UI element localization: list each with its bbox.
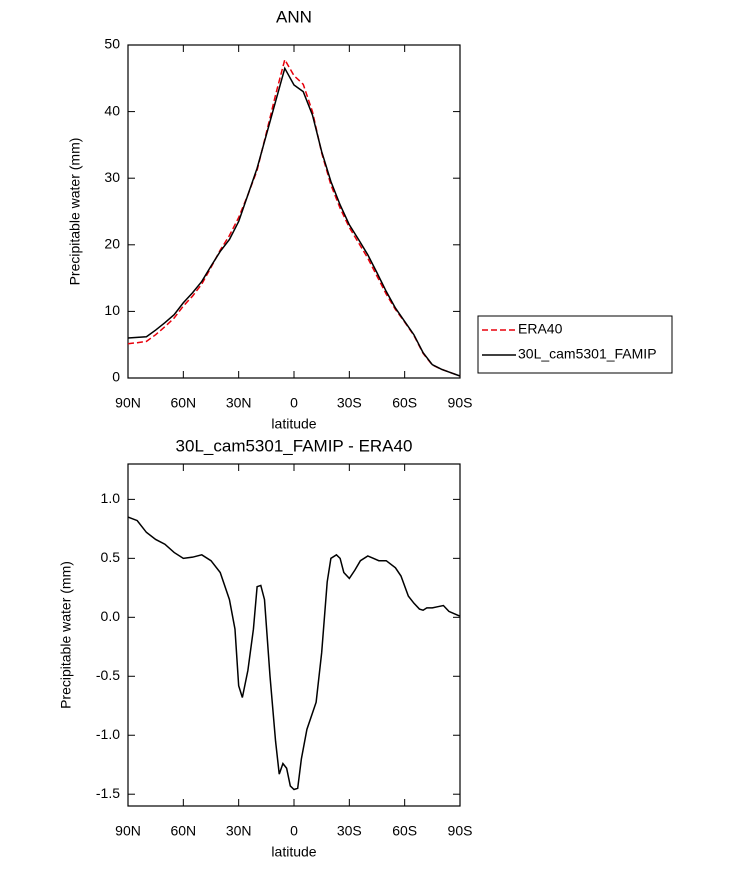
- y-tick-label: 0.0: [101, 608, 121, 624]
- x-axis-label: latitude: [271, 844, 316, 860]
- y-tick-label: 30: [104, 169, 120, 185]
- y-tick-label: -1.0: [96, 726, 120, 742]
- x-tick-label: 60S: [392, 395, 417, 411]
- x-tick-label: 30S: [337, 823, 362, 839]
- y-tick-label: 1.0: [101, 490, 121, 506]
- x-tick-label: 30S: [337, 395, 362, 411]
- y-tick-label: 20: [104, 236, 120, 252]
- legend-label: ERA40: [518, 321, 563, 337]
- x-tick-label: 30N: [226, 395, 252, 411]
- x-axis-label: latitude: [271, 416, 316, 432]
- legend-label: 30L_cam5301_FAMIP: [518, 346, 657, 362]
- x-tick-label: 0: [290, 395, 298, 411]
- x-tick-label: 90S: [448, 823, 473, 839]
- y-tick-label: -0.5: [96, 667, 120, 683]
- y-tick-label: 10: [104, 302, 120, 318]
- data-line: [127, 66, 461, 377]
- y-tick-label: 50: [104, 36, 120, 52]
- x-tick-label: 30N: [226, 823, 252, 839]
- plot-frame: [127, 44, 461, 379]
- x-tick-label: 90N: [115, 395, 141, 411]
- chart-title: ANN: [276, 7, 312, 26]
- plot-frame: [127, 463, 461, 807]
- legend-box: [477, 315, 673, 374]
- x-tick-label: 60S: [392, 823, 417, 839]
- x-tick-label: 90S: [448, 395, 473, 411]
- x-tick-label: 60N: [170, 395, 196, 411]
- y-tick-label: 40: [104, 102, 120, 118]
- y-tick-label: -1.5: [96, 785, 120, 801]
- x-tick-label: 0: [290, 823, 298, 839]
- y-axis-label: Precipitable water (mm): [67, 138, 83, 286]
- y-axis-label: Precipitable water (mm): [58, 561, 74, 709]
- y-tick-label: 0.5: [101, 549, 121, 565]
- chart-title: 30L_cam5301_FAMIP - ERA40: [176, 436, 413, 455]
- data-line: [127, 516, 461, 791]
- y-tick-label: 0: [112, 369, 120, 385]
- x-tick-label: 60N: [170, 823, 196, 839]
- x-tick-label: 90N: [115, 823, 141, 839]
